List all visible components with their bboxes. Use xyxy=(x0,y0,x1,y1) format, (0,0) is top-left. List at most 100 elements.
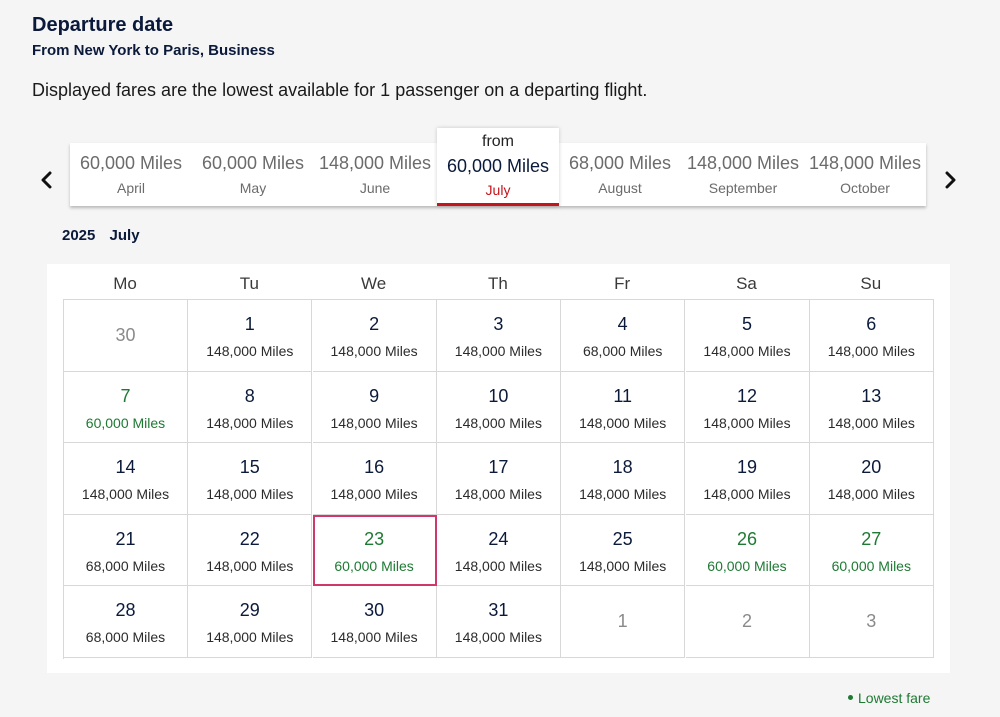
day-fare: 148,000 Miles xyxy=(703,414,791,431)
weekday-label: Tu xyxy=(239,274,259,293)
prev-month-button[interactable] xyxy=(32,160,62,200)
day-number: 28 xyxy=(115,600,136,621)
month-tab-july[interactable]: from 60,000 Miles July xyxy=(437,128,559,206)
month-selector: 60,000 Miles April 60,000 Miles May 148,… xyxy=(70,128,926,206)
day-fare: 148,000 Miles xyxy=(579,557,667,574)
calendar-day[interactable]: 17 148,000 Miles xyxy=(436,443,561,515)
day-fare: 60,000 Miles xyxy=(707,557,787,574)
month-tab-april[interactable]: 60,000 Miles April xyxy=(70,143,192,206)
next-month-button[interactable] xyxy=(935,160,965,200)
day-number: 26 xyxy=(736,528,758,549)
day-fare: 148,000 Miles xyxy=(206,629,294,646)
calendar-day[interactable]: 11 148,000 Miles xyxy=(561,371,686,444)
calendar-day[interactable]: 4 68,000 Miles xyxy=(561,300,686,372)
day-number: 23 xyxy=(364,528,385,549)
day-number: 6 xyxy=(866,314,877,334)
calendar-day[interactable]: 13 148,000 Miles xyxy=(809,371,934,444)
calendar-day[interactable]: 9 148,000 Miles xyxy=(312,371,437,444)
calendar-day[interactable]: 30 148,000 Miles xyxy=(312,586,437,658)
calendar-day[interactable]: 29 148,000 Miles xyxy=(188,586,313,658)
calendar-day[interactable]: 7 60,000 Miles xyxy=(64,371,188,444)
weekday-label: Su xyxy=(860,274,882,293)
day-fare: 148,000 Miles xyxy=(330,343,418,359)
day-fare: 68,000 Miles xyxy=(85,557,166,574)
month-name: May xyxy=(239,180,267,196)
day-fare: 148,000 Miles xyxy=(827,486,915,503)
calendar-day[interactable]: 28 68,000 Miles xyxy=(64,586,188,658)
calendar-day[interactable]: 24 148,000 Miles xyxy=(436,514,561,587)
day-number: 1 xyxy=(244,314,255,334)
day-fare: 148,000 Miles xyxy=(454,414,542,431)
weekday-label: Fr xyxy=(614,274,631,293)
day-fare: 148,000 Miles xyxy=(703,486,791,503)
month-tab-august[interactable]: 68,000 Miles August xyxy=(559,143,681,206)
day-number: 29 xyxy=(239,600,260,621)
month-name: April xyxy=(116,180,145,196)
calendar-day[interactable]: 18 148,000 Miles xyxy=(561,443,686,515)
calendar-day[interactable]: 20 148,000 Miles xyxy=(809,443,934,515)
calendar-day[interactable]: 25 148,000 Miles xyxy=(561,514,686,587)
day-number: 22 xyxy=(239,528,260,549)
route-subtitle: From New York to Paris, Business xyxy=(32,42,275,59)
month-name: July xyxy=(485,182,511,198)
calendar-day[interactable]: 2 148,000 Miles xyxy=(312,300,437,372)
month-name: June xyxy=(359,180,391,196)
day-fare: 148,000 Miles xyxy=(454,629,542,646)
day-number: 17 xyxy=(488,457,509,478)
calendar-day[interactable]: 10 148,000 Miles xyxy=(436,371,561,444)
calendar-year: 2025 xyxy=(62,227,96,244)
day-fare: 148,000 Miles xyxy=(454,343,542,359)
day-number: 3 xyxy=(493,314,504,334)
calendar-day[interactable]: 5 148,000 Miles xyxy=(685,300,810,372)
day-number: 15 xyxy=(239,457,260,478)
calendar-day[interactable]: 27 60,000 Miles xyxy=(809,514,934,587)
month-tab-october[interactable]: 148,000 Miles October xyxy=(804,143,926,206)
calendar-day[interactable]: 12 148,000 Miles xyxy=(685,371,810,444)
calendar-day[interactable]: 21 68,000 Miles xyxy=(64,514,188,587)
day-number: 16 xyxy=(364,457,385,478)
calendar-day[interactable]: 16 148,000 Miles xyxy=(312,443,437,515)
day-number: 1 xyxy=(617,611,628,632)
calendar-day[interactable]: 3 148,000 Miles xyxy=(436,300,561,372)
calendar-day[interactable]: 26 60,000 Miles xyxy=(685,514,810,587)
calendar-day[interactable]: 6 148,000 Miles xyxy=(809,300,934,372)
calendar-day[interactable]: 14 148,000 Miles xyxy=(64,443,188,515)
month-tab-june[interactable]: 148,000 Miles June xyxy=(314,143,436,206)
day-fare: 148,000 Miles xyxy=(330,629,418,646)
chevron-left-icon xyxy=(41,171,52,189)
calendar-day[interactable]: 19 148,000 Miles xyxy=(685,443,810,515)
month-miles: 60,000 Miles xyxy=(79,153,183,173)
day-fare: 148,000 Miles xyxy=(206,557,294,574)
day-fare: 148,000 Miles xyxy=(579,486,667,503)
day-number: 2 xyxy=(369,314,380,334)
day-number: 5 xyxy=(741,314,752,334)
month-miles: 60,000 Miles xyxy=(446,156,550,176)
day-fare: 148,000 Miles xyxy=(454,557,542,574)
day-fare: 148,000 Miles xyxy=(81,486,170,503)
weekday-label: We xyxy=(360,274,387,293)
lowest-fare-dot-icon xyxy=(848,694,853,700)
calendar-day[interactable]: 23 60,000 Miles xyxy=(312,514,437,587)
day-fare: 148,000 Miles xyxy=(206,486,294,503)
weekday-label: Mo xyxy=(113,274,137,293)
day-fare: 148,000 Miles xyxy=(454,486,542,503)
fare-info-text: Displayed fares are the lowest available… xyxy=(32,80,648,100)
calendar-day[interactable]: 8 148,000 Miles xyxy=(188,371,313,444)
month-miles: 148,000 Miles xyxy=(686,153,800,173)
calendar-day[interactable]: 1 148,000 Miles xyxy=(188,300,313,372)
calendar-day[interactable]: 31 148,000 Miles xyxy=(436,586,561,658)
day-fare: 60,000 Miles xyxy=(334,557,414,574)
month-miles: 148,000 Miles xyxy=(808,153,922,173)
month-from-label: from xyxy=(482,133,514,150)
month-miles: 60,000 Miles xyxy=(201,153,305,173)
calendar-day[interactable]: 15 148,000 Miles xyxy=(188,443,313,515)
chevron-right-icon xyxy=(945,171,956,189)
day-number: 2 xyxy=(741,611,752,632)
month-tab-september[interactable]: 148,000 Miles September xyxy=(682,143,804,206)
month-tab-may[interactable]: 60,000 Miles May xyxy=(192,143,314,206)
calendar-day[interactable]: 22 148,000 Miles xyxy=(188,514,313,587)
page-title: Departure date xyxy=(32,14,174,36)
day-fare: 148,000 Miles xyxy=(827,343,915,359)
day-number: 30 xyxy=(364,600,385,621)
calendar-month: July xyxy=(109,227,140,244)
